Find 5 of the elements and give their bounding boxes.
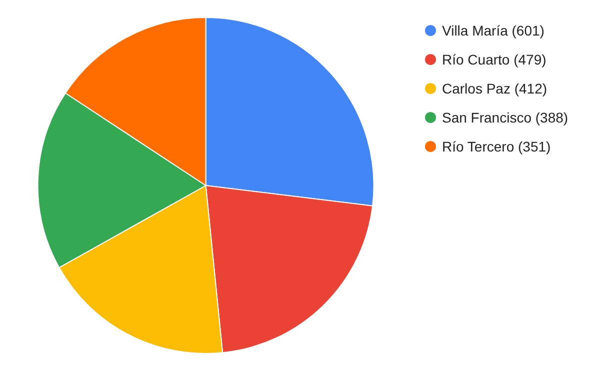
legend-label: Villa María (601): [442, 22, 544, 38]
legend-label: Río Cuarto (479): [442, 52, 546, 68]
legend-label: San Francisco (388): [442, 110, 568, 126]
legend-label: Carlos Paz (412): [442, 80, 548, 96]
legend-label: Río Tercero (351): [442, 138, 551, 154]
